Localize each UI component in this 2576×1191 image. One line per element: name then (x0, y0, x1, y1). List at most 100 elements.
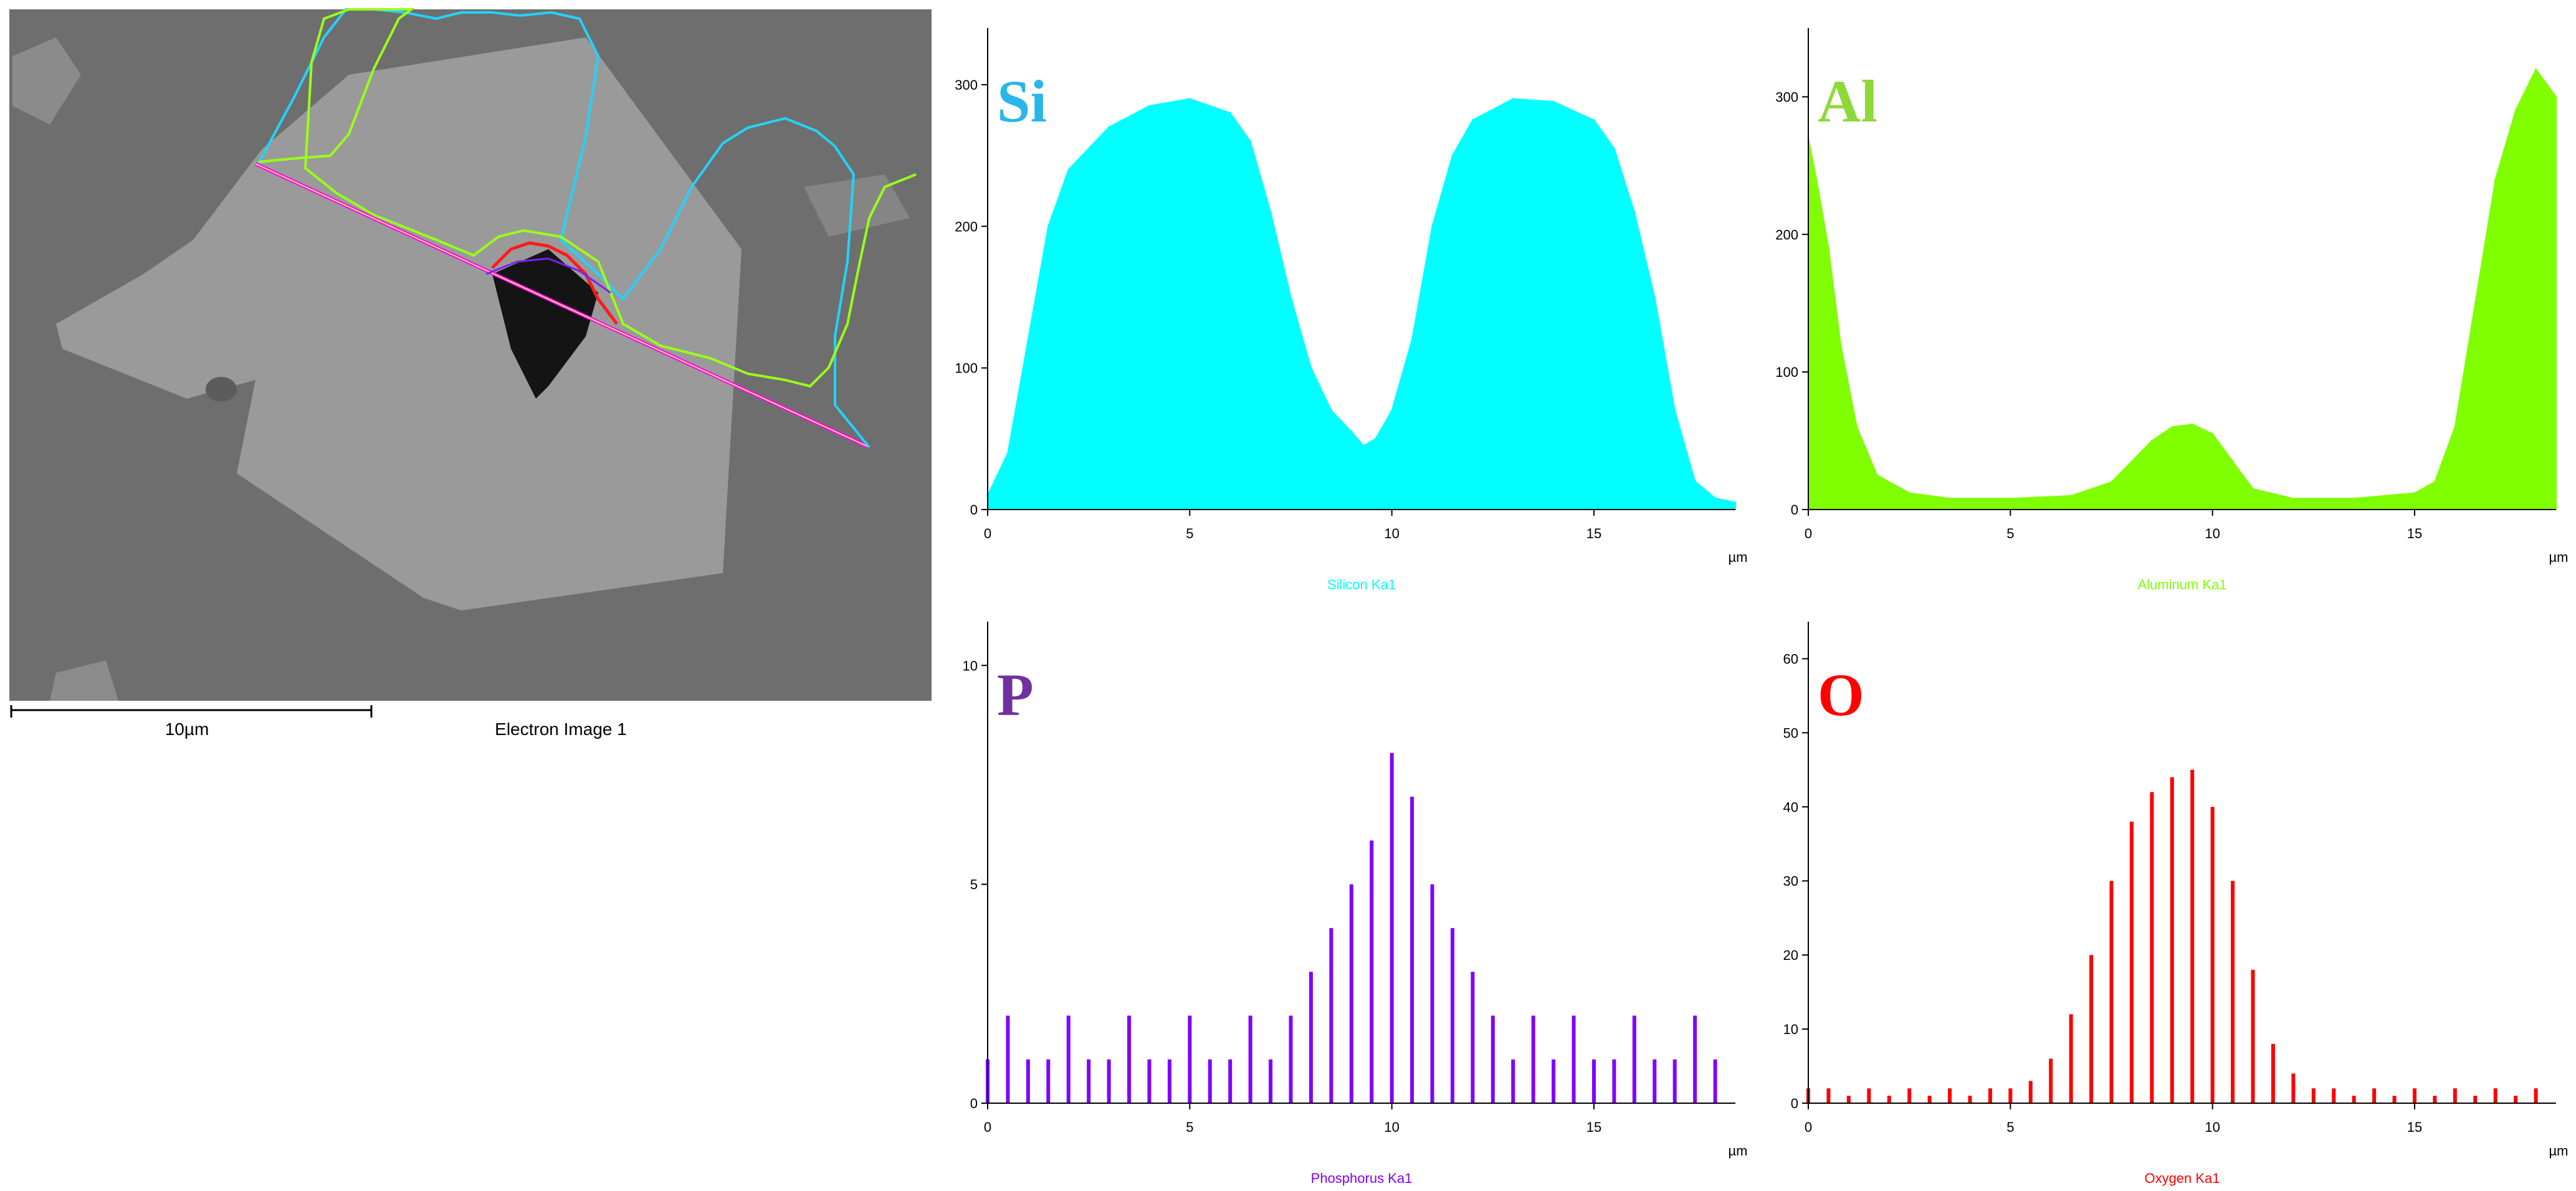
data-bar (2251, 969, 2255, 1103)
data-bar (1248, 1015, 1252, 1103)
x-tick-label: 5 (2006, 526, 2014, 541)
data-bar (2271, 1043, 2275, 1103)
data-bar (1867, 1088, 1871, 1103)
data-point (2231, 460, 2234, 463)
data-bar (1591, 1059, 1596, 1103)
linescan-path-core (255, 163, 870, 448)
data-bar (1349, 884, 1353, 1103)
data-bar (1167, 1059, 1171, 1103)
data-point (1674, 409, 1676, 412)
data-point (1108, 126, 1110, 128)
data-point (2353, 497, 2355, 500)
element-label: O (1818, 662, 1864, 728)
data-bar (1006, 1015, 1010, 1103)
chart-svg: 0 100 200 300 0 5 10 15 µm Aluminum Ka1 Al (1775, 28, 2569, 592)
data-point (1613, 147, 1615, 149)
data-point (1391, 409, 1393, 412)
chart-svg: 0 5 10 0 5 10 15 µm Phosphorus Ka1 P (963, 622, 1748, 1186)
x-tick-label: 10 (1384, 1119, 1399, 1135)
data-bar (2473, 1096, 2478, 1103)
image-footer: 10µm Electron Image 1 (10, 705, 627, 739)
data-bar (1269, 1059, 1273, 1103)
data-bar (1228, 1059, 1233, 1103)
data-point (2474, 302, 2476, 305)
data-point (1148, 105, 1150, 107)
data-point (1827, 247, 1829, 249)
data-point (1908, 491, 1911, 494)
x-tick-label: 15 (2407, 1119, 2422, 1135)
data-point (1949, 497, 1951, 500)
y-tick-label: 5 (970, 877, 978, 893)
y-tick-label: 0 (1791, 502, 1798, 518)
data-point (2191, 423, 2193, 425)
p-linescan-trace (485, 257, 611, 294)
data-bar (2493, 1088, 2497, 1103)
data-point (1330, 409, 1332, 412)
data-point (1289, 296, 1292, 298)
electron-image (9, 8, 932, 701)
data-point (1047, 225, 1049, 227)
small-particle (50, 660, 118, 701)
data-bar (2453, 1088, 2457, 1103)
x-tick-label: 15 (2407, 526, 2422, 541)
data-point (2514, 110, 2517, 112)
data-bar (2332, 1088, 2336, 1103)
chart-svg: 0 100 200 300 0 5 10 15 µm Silicon Ka1 Si (955, 28, 1748, 592)
y-tick-label: 300 (955, 77, 978, 93)
x-tick-label: 0 (984, 526, 991, 541)
data-point (1593, 119, 1595, 121)
data-bar (1107, 1059, 1111, 1103)
data-bar (2291, 1073, 2296, 1103)
data-point (1362, 445, 1365, 447)
data-bar (2311, 1088, 2316, 1103)
y-tick-label: 100 (955, 361, 978, 376)
x-axis-unit: µm (2549, 1143, 2568, 1159)
data-point (2171, 425, 2173, 428)
data-bar (2089, 955, 2094, 1103)
data-bar (1672, 1059, 1677, 1103)
chart-title: Oxygen Ka1 (2144, 1170, 2220, 1186)
data-point (1249, 140, 1252, 143)
data-point (2130, 460, 2133, 463)
data-bar (1471, 972, 1475, 1103)
data-bar (1066, 1015, 1071, 1103)
x-tick-label: 0 (1805, 526, 1812, 541)
data-point (1431, 225, 1434, 227)
y-tick-label: 60 (1783, 651, 1798, 667)
data-point (1815, 178, 1818, 181)
y-tick-label: 30 (1783, 873, 1798, 889)
data-point (1027, 338, 1029, 341)
data-bar (1693, 1015, 1697, 1103)
data-point (1310, 367, 1312, 369)
data-point (2211, 433, 2214, 435)
data-point (2110, 481, 2112, 483)
data-bar (1653, 1059, 1657, 1103)
grain-pore (206, 377, 237, 402)
y-tick-label: 50 (1783, 725, 1798, 741)
data-bar (1390, 752, 1394, 1103)
data-bar (1572, 1015, 1576, 1103)
data-bar (1147, 1059, 1152, 1103)
data-bar (2190, 769, 2195, 1103)
x-tick-label: 5 (1186, 1119, 1193, 1135)
data-bar (2514, 1096, 2518, 1103)
x-tick-label: 0 (984, 1119, 991, 1135)
data-bar (2109, 881, 2114, 1103)
data-bar (2170, 777, 2174, 1103)
element-label: Si (997, 68, 1047, 135)
data-bar (2534, 1088, 2538, 1103)
y-tick-label: 10 (963, 658, 978, 673)
data-bar (1927, 1096, 1932, 1103)
data-bar (1907, 1088, 1912, 1103)
data-point (2070, 495, 2073, 497)
data-bar (2231, 881, 2235, 1103)
data-point (2454, 425, 2456, 428)
data-bar (2129, 822, 2134, 1103)
data-bar (2392, 1096, 2397, 1103)
si-area (987, 98, 1736, 510)
data-bar (1948, 1088, 1952, 1103)
data-bar (1713, 1059, 1717, 1103)
data-bar (2049, 1058, 2053, 1103)
data-point (1633, 211, 1636, 214)
data-bar (1208, 1059, 1212, 1103)
